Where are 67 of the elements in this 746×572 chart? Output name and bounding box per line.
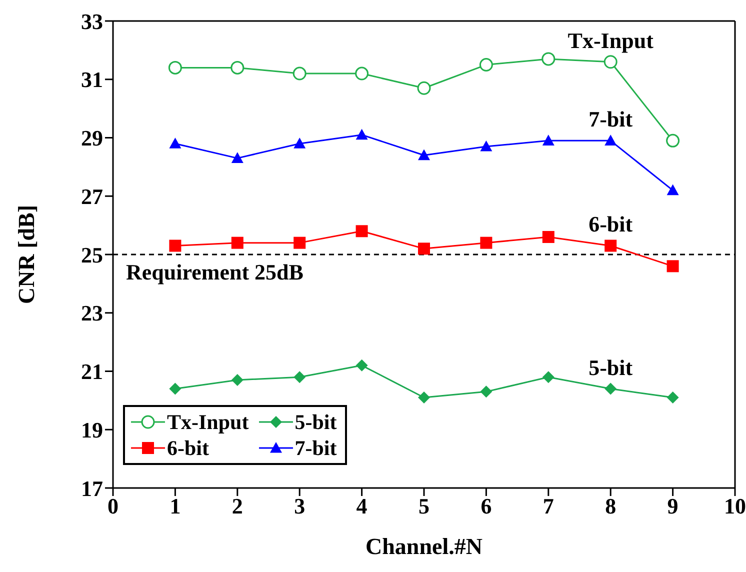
point xyxy=(356,128,368,140)
point xyxy=(356,225,368,238)
point xyxy=(480,386,492,398)
legend-label: Tx-Input xyxy=(167,409,249,435)
point xyxy=(231,374,244,386)
point xyxy=(604,382,617,395)
point xyxy=(230,60,244,74)
point xyxy=(666,184,679,196)
point xyxy=(417,81,431,95)
y-tick-label: 27 xyxy=(81,184,103,209)
point xyxy=(231,152,244,163)
point xyxy=(356,359,368,372)
x-tick-label: 0 xyxy=(108,494,118,519)
point xyxy=(294,138,306,148)
point xyxy=(355,66,369,80)
point xyxy=(542,230,554,243)
x-tick-label: 8 xyxy=(605,494,616,519)
point xyxy=(604,134,617,146)
point xyxy=(666,260,679,272)
point xyxy=(169,240,182,252)
x-tick-label: 5 xyxy=(418,494,430,519)
x-tick-label: 9 xyxy=(667,494,678,519)
point xyxy=(604,240,617,252)
point xyxy=(604,55,618,69)
legend-label: 6-bit xyxy=(167,435,209,461)
x-axis-title: Channel.#N xyxy=(366,534,483,559)
point xyxy=(294,236,306,249)
text: 6-bit xyxy=(588,212,633,237)
point xyxy=(231,236,244,249)
point xyxy=(292,66,306,80)
point xyxy=(169,138,182,148)
x-tick-label: 3 xyxy=(294,494,306,519)
y-axis-title: CNR [dB] xyxy=(14,204,40,304)
x-tick-label: 7 xyxy=(542,494,554,519)
point xyxy=(418,242,430,255)
point xyxy=(542,52,556,66)
x-tick-label: 4 xyxy=(356,494,368,519)
x-tick-label: 1 xyxy=(170,494,181,519)
text: 7-bit xyxy=(588,106,633,132)
x-tick-label: 6 xyxy=(480,494,492,519)
y-tick-label: 33 xyxy=(81,8,103,34)
y-tick-label: 31 xyxy=(81,67,103,92)
y-tick-label: 21 xyxy=(81,359,103,384)
text: Tx-Input xyxy=(568,28,654,53)
point xyxy=(542,134,554,146)
point xyxy=(480,236,492,249)
y-tick-label: 29 xyxy=(81,126,103,151)
ref-line-label: Requirement 25dB xyxy=(126,260,304,284)
point xyxy=(294,371,306,384)
text: 5-bit xyxy=(588,354,633,380)
x-tick-label: 10 xyxy=(724,494,746,519)
point xyxy=(169,382,182,395)
x-tick-label: 2 xyxy=(232,494,243,519)
legend-label: 5-bit xyxy=(294,409,337,435)
point xyxy=(168,60,182,74)
point xyxy=(480,140,492,152)
point xyxy=(542,371,554,384)
point xyxy=(479,58,493,72)
point xyxy=(418,149,430,160)
y-tick-label: 25 xyxy=(81,242,103,268)
y-tick-label: 19 xyxy=(81,417,103,442)
y-tick-label: 23 xyxy=(81,300,103,326)
point xyxy=(666,134,680,148)
legend-label: 7-bit xyxy=(294,435,337,461)
point xyxy=(666,392,679,404)
y-tick-label: 17 xyxy=(81,476,103,501)
point xyxy=(418,392,430,404)
